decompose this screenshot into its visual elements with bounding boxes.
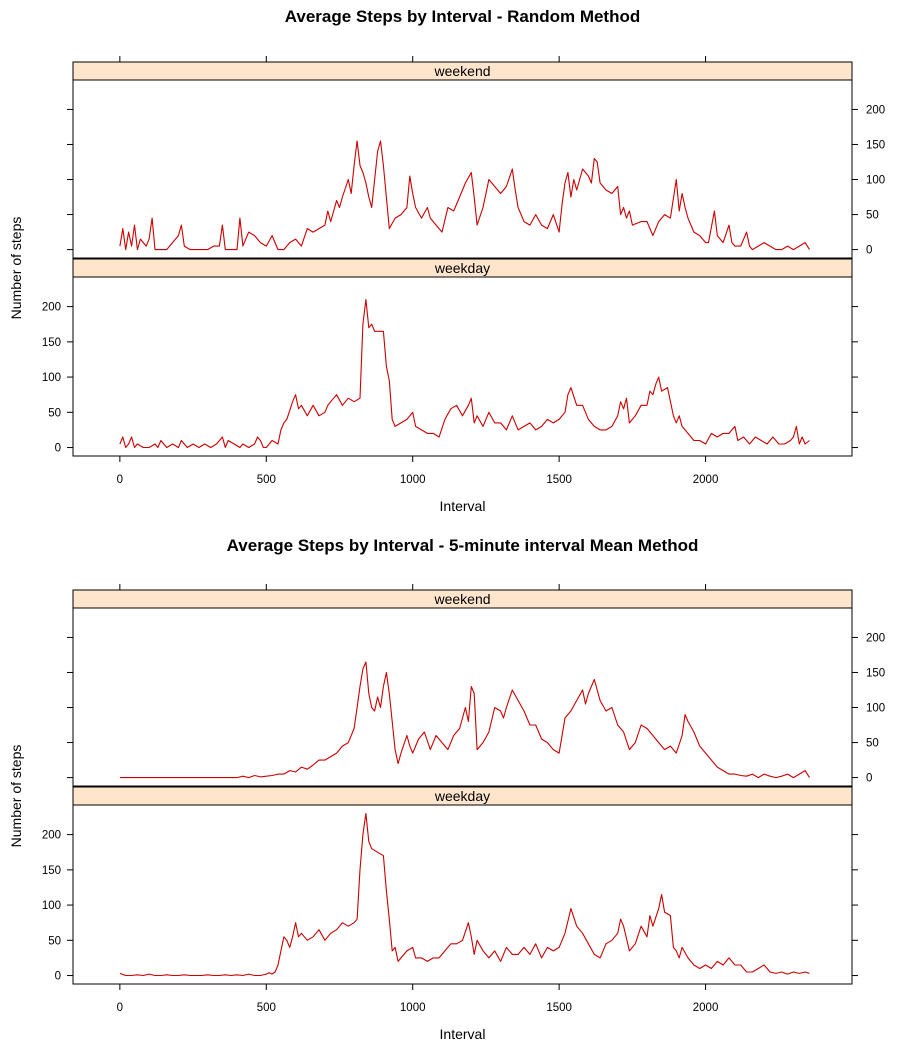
x-tick-label: 500 — [257, 474, 276, 486]
y-tick-label: 0 — [55, 971, 61, 983]
y-tick-label: 0 — [55, 443, 61, 455]
panel-weekend: weekend 0 50 100 150 200 — [67, 589, 885, 787]
y-tick-label: 100 — [42, 372, 61, 384]
y-tick-label: 200 — [866, 632, 885, 644]
chart-2: Average Steps by Interval - 5-minute int… — [8, 536, 885, 1042]
y-tick-label: 0 — [866, 773, 872, 785]
y-tick-label: 150 — [42, 337, 61, 349]
x-tick-label: 1500 — [546, 474, 572, 486]
y-axis-label: Number of steps — [8, 745, 24, 848]
chart-1: Average Steps by Interval - Random Metho… — [8, 7, 885, 514]
chart-title: Average Steps by Interval - 5-minute int… — [227, 536, 699, 555]
series-line-weekend — [119, 661, 810, 779]
x-tick-label: 1500 — [546, 1002, 572, 1014]
panel-strip-label: weekend — [433, 63, 490, 79]
y-tick-label: 150 — [42, 865, 61, 877]
panel-frame — [72, 607, 853, 787]
x-axis-label: Interval — [440, 1026, 486, 1042]
x-tick-label: 0 — [117, 1002, 123, 1014]
x-tick-label: 2000 — [693, 474, 719, 486]
series-line-weekend — [119, 140, 810, 251]
x-axis-label: Interval — [440, 498, 486, 514]
panel-strip-label: weekend — [433, 591, 490, 607]
y-tick-label: 50 — [866, 738, 879, 750]
panel-strip-label: weekday — [434, 260, 490, 276]
series-line-weekday — [119, 812, 810, 977]
x-tick-label: 2000 — [693, 1002, 719, 1014]
panel-weekend: weekend 0 50 100 150 200 — [67, 61, 885, 259]
y-tick-label: 50 — [48, 407, 61, 419]
panel-frame — [72, 79, 853, 259]
x-tick-label: 1000 — [400, 474, 426, 486]
y-tick-label: 100 — [42, 900, 61, 912]
y-tick-label: 100 — [866, 175, 885, 187]
y-tick-label: 50 — [866, 210, 879, 222]
panel-strip-label: weekday — [434, 788, 490, 804]
panel-weekday: weekday 0 50 100 150 200 — [42, 258, 858, 457]
y-tick-label: 200 — [42, 302, 61, 314]
panel-frame — [72, 804, 853, 985]
series-line-weekday — [119, 299, 810, 449]
y-tick-label: 150 — [866, 139, 885, 151]
panel-frame — [72, 276, 853, 457]
y-tick-label: 0 — [866, 245, 872, 257]
y-tick-label: 200 — [866, 104, 885, 116]
chart-title: Average Steps by Interval - Random Metho… — [285, 7, 641, 26]
y-axis-label: Number of steps — [8, 217, 24, 320]
y-tick-label: 50 — [48, 935, 61, 947]
y-tick-label: 100 — [866, 703, 885, 715]
x-tick-label: 500 — [257, 1002, 276, 1014]
y-tick-label: 150 — [866, 667, 885, 679]
x-tick-label: 1000 — [400, 1002, 426, 1014]
panel-weekday: weekday 0 50 100 150 200 — [42, 786, 858, 985]
y-tick-label: 200 — [42, 830, 61, 842]
x-tick-label: 0 — [117, 474, 123, 486]
